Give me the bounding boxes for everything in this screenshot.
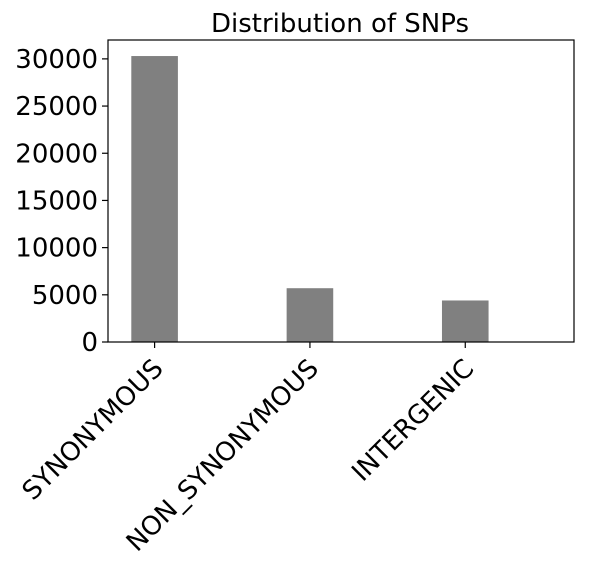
bar-non-synonymous bbox=[286, 288, 334, 342]
y-tick-label: 10000 bbox=[15, 234, 98, 264]
y-tick-label: 15000 bbox=[15, 186, 98, 216]
bar-synonymous bbox=[131, 56, 178, 342]
bar-intergenic bbox=[441, 300, 489, 342]
y-tick-label: 25000 bbox=[15, 92, 98, 122]
y-tick-label: 0 bbox=[81, 328, 98, 358]
x-tick-label: SYNONYMOUS bbox=[17, 354, 170, 507]
chart-title: Distribution of SNPs bbox=[211, 9, 469, 39]
bars-layer bbox=[131, 56, 489, 342]
y-tick-label: 5000 bbox=[32, 281, 98, 311]
x-tick-label: INTERGENIC bbox=[346, 354, 480, 488]
plot-frame bbox=[107, 39, 575, 343]
y-tick-label: 20000 bbox=[15, 139, 98, 169]
y-tick-label: 30000 bbox=[15, 45, 98, 75]
